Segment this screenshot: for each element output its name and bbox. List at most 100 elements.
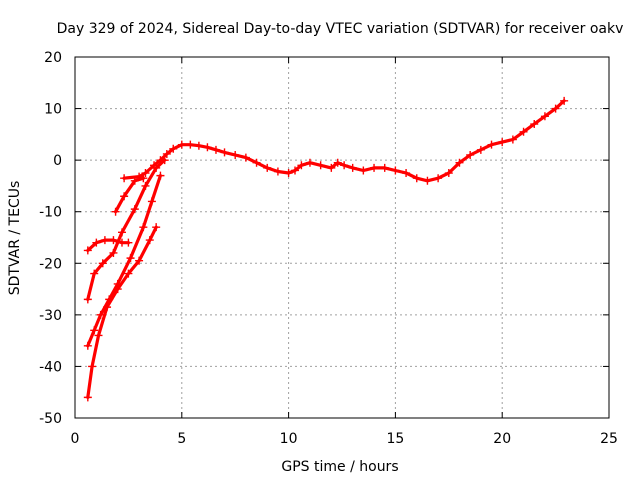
x-tick-label: 15 — [386, 431, 404, 447]
data-point — [83, 341, 92, 350]
data-point — [194, 141, 203, 150]
data-point — [211, 145, 220, 154]
data-point — [100, 236, 109, 245]
data-point — [92, 238, 101, 247]
data-point — [124, 238, 133, 247]
data-point — [83, 393, 92, 402]
x-tick-label: 10 — [280, 431, 298, 447]
data-point — [160, 156, 169, 165]
data-point — [466, 150, 475, 159]
data-point — [273, 167, 282, 176]
data-point — [263, 163, 272, 172]
y-tick-label: -30 — [39, 308, 62, 324]
data-point — [487, 140, 496, 149]
data-point — [380, 163, 389, 172]
data-point — [340, 161, 349, 170]
data-point — [455, 158, 464, 167]
x-tick-label: 20 — [493, 431, 511, 447]
data-point — [423, 176, 432, 185]
data-point — [124, 269, 133, 278]
data-point — [130, 176, 139, 185]
data-point — [117, 228, 126, 237]
data-point — [333, 158, 342, 167]
data-point — [186, 140, 195, 149]
data-series — [83, 96, 569, 402]
data-point — [540, 112, 549, 121]
data-point — [139, 174, 148, 183]
data-point — [135, 256, 144, 265]
data-point — [94, 331, 103, 340]
data-point — [169, 144, 178, 153]
data-point — [327, 163, 336, 172]
data-point — [291, 166, 300, 175]
data-point — [90, 269, 99, 278]
data-point — [139, 223, 148, 232]
data-point — [231, 150, 240, 159]
x-tick-label: 5 — [177, 431, 186, 447]
plot-frame — [74, 56, 610, 419]
data-point — [476, 145, 485, 154]
data-point — [297, 161, 306, 170]
data-point — [141, 169, 150, 178]
data-point — [391, 166, 400, 175]
chart-title: Day 329 of 2024, Sidereal Day-to-day VTE… — [57, 21, 624, 37]
data-point — [508, 135, 517, 144]
data-point — [444, 169, 453, 178]
data-point — [113, 285, 122, 294]
y-tick-label: 0 — [53, 153, 62, 169]
data-point — [162, 149, 171, 158]
data-point — [560, 96, 569, 105]
data-point — [551, 104, 560, 113]
data-point — [519, 127, 528, 136]
data-point — [348, 163, 357, 172]
series-group — [83, 236, 133, 255]
data-point — [241, 153, 250, 162]
axes: 0 5 10 15 20 25 -50 -40 -30 -20 -10 0 10 20 — [39, 50, 618, 447]
x-tick-label: 25 — [600, 431, 618, 447]
data-point — [109, 236, 118, 245]
data-point — [120, 192, 129, 201]
data-point — [220, 148, 229, 157]
series-group — [83, 223, 161, 402]
data-point — [145, 236, 154, 245]
data-point — [141, 181, 150, 190]
data-point — [103, 303, 112, 312]
y-axis-title: SDTVAR / TECUs — [7, 181, 23, 296]
series-group — [83, 156, 169, 304]
y-tick-label: -10 — [39, 205, 62, 221]
data-point — [284, 169, 293, 178]
grid-lines — [75, 57, 609, 418]
data-point — [402, 169, 411, 178]
data-point — [412, 174, 421, 183]
data-point — [156, 171, 165, 180]
data-point — [83, 246, 92, 255]
data-point — [530, 120, 539, 129]
data-point — [126, 254, 135, 263]
y-tick-label: -40 — [39, 359, 62, 375]
data-point — [88, 362, 97, 371]
data-point — [111, 207, 120, 216]
data-point — [177, 140, 186, 149]
data-point — [98, 259, 107, 268]
y-tick-label: -50 — [39, 411, 62, 427]
data-point — [359, 166, 368, 175]
data-point — [152, 223, 161, 232]
data-point — [305, 158, 314, 167]
series-group — [111, 174, 148, 216]
series-line — [113, 176, 145, 214]
data-point — [316, 161, 325, 170]
x-axis-title: GPS time / hours — [281, 459, 398, 475]
data-point — [498, 138, 507, 147]
data-point — [147, 197, 156, 206]
data-point — [434, 174, 443, 183]
data-point — [152, 163, 161, 172]
data-point — [130, 205, 139, 214]
data-point — [370, 163, 379, 172]
data-point — [252, 158, 261, 167]
y-tick-label: -20 — [39, 256, 62, 272]
y-tick-label: 10 — [44, 102, 62, 118]
data-point — [203, 143, 212, 152]
data-point — [83, 295, 92, 304]
y-tick-label: 20 — [44, 50, 62, 66]
